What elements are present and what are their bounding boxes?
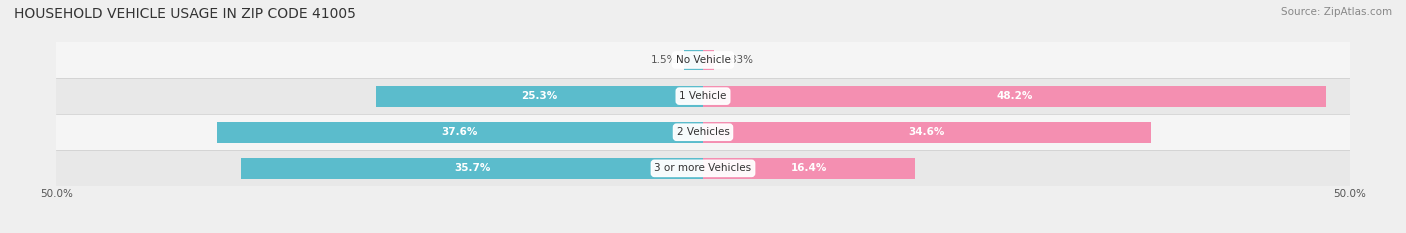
Bar	[703, 86, 1326, 106]
Text: 34.6%: 34.6%	[908, 127, 945, 137]
Bar	[703, 158, 915, 179]
Text: 1 Vehicle: 1 Vehicle	[679, 91, 727, 101]
Bar	[703, 122, 1150, 143]
Text: 3 or more Vehicles: 3 or more Vehicles	[654, 163, 752, 173]
Bar	[242, 158, 703, 179]
Bar	[703, 50, 714, 70]
Bar	[56, 42, 1350, 78]
Text: 16.4%: 16.4%	[792, 163, 827, 173]
Text: HOUSEHOLD VEHICLE USAGE IN ZIP CODE 41005: HOUSEHOLD VEHICLE USAGE IN ZIP CODE 4100…	[14, 7, 356, 21]
Text: 48.2%: 48.2%	[997, 91, 1033, 101]
Bar	[217, 122, 703, 143]
Text: 35.7%: 35.7%	[454, 163, 491, 173]
Text: 37.6%: 37.6%	[441, 127, 478, 137]
Bar	[375, 86, 703, 106]
Bar	[56, 150, 1350, 186]
Text: 0.83%: 0.83%	[720, 55, 754, 65]
Text: No Vehicle: No Vehicle	[675, 55, 731, 65]
Bar	[56, 78, 1350, 114]
Text: 2 Vehicles: 2 Vehicles	[676, 127, 730, 137]
Text: 1.5%: 1.5%	[651, 55, 678, 65]
Bar	[683, 50, 703, 70]
Text: Source: ZipAtlas.com: Source: ZipAtlas.com	[1281, 7, 1392, 17]
Text: 25.3%: 25.3%	[522, 91, 558, 101]
Bar	[56, 114, 1350, 150]
